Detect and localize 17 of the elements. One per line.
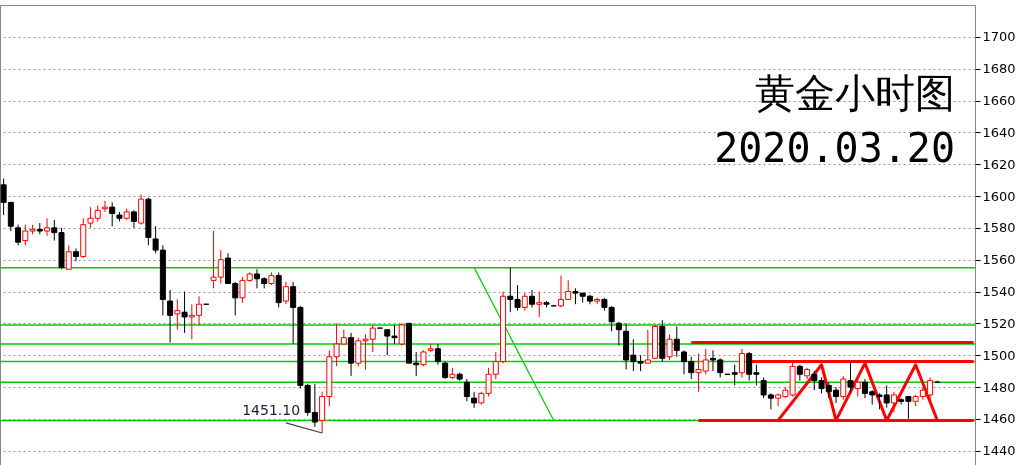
text: 黄金小时图 [755,70,955,116]
y-tick-label: 1540 [982,284,1016,300]
y-tick-label: 1640 [982,124,1016,140]
y-tick-label: 1580 [982,220,1016,236]
y-tick-label: 1460 [982,411,1016,427]
y-tick-label: 1700 [982,29,1016,45]
y-tick-label: 1440 [982,443,1016,459]
y-tick-label: 1620 [982,156,1016,172]
y-tick-label: 1480 [982,379,1016,395]
y-tick-label: 1600 [982,188,1016,204]
y-tick-label: 1500 [982,347,1016,363]
annotation: 1451.10 [242,402,301,419]
y-tick-label: 1660 [982,93,1016,108]
y-tick-label: 1680 [982,61,1016,77]
y-tick-label: 1520 [982,315,1016,331]
y-tick-label: 1560 [982,252,1016,268]
text: 2020.03.20 [714,125,955,171]
